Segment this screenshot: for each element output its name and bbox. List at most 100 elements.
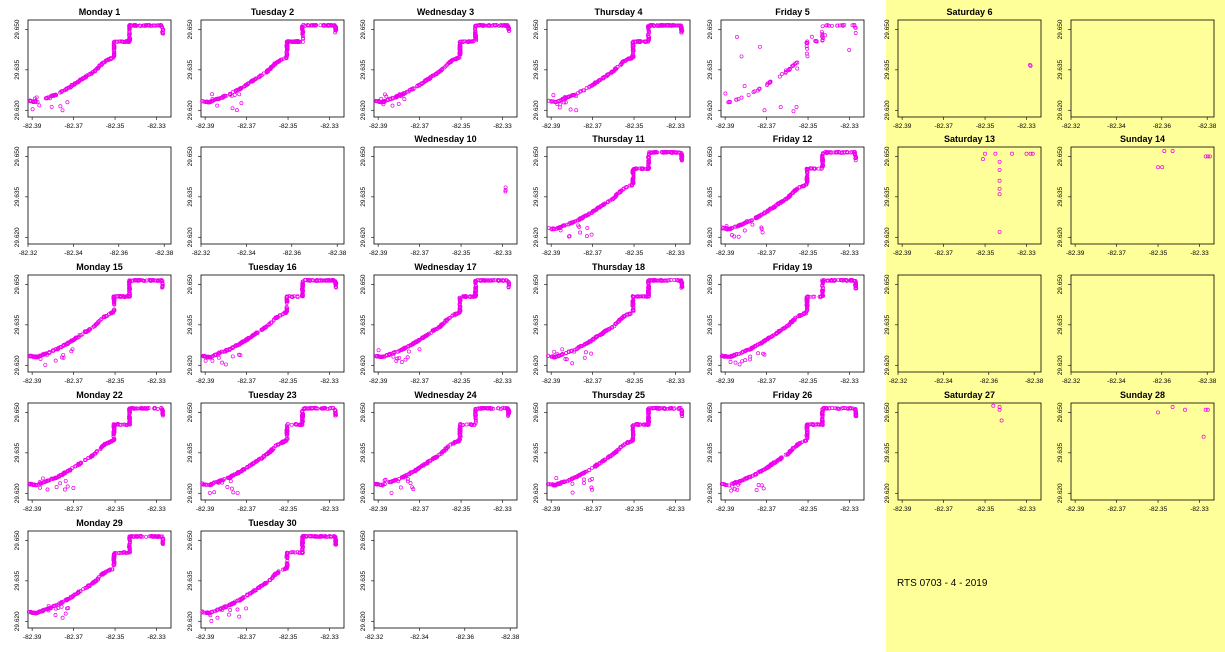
x-tick-label: -82.37 <box>410 378 429 385</box>
y-tick-label: 29.635 <box>14 571 21 591</box>
y-tick-label: 29.650 <box>707 274 714 294</box>
y-tick-label: 29.650 <box>707 146 714 166</box>
panel-title: Friday 26 <box>773 390 813 400</box>
data-point <box>592 208 597 213</box>
data-point <box>376 348 381 353</box>
data-point <box>765 83 769 87</box>
data-point <box>993 151 998 156</box>
data-point <box>306 23 311 28</box>
data-point <box>811 166 816 171</box>
x-tick-label: -82.35 <box>625 378 644 385</box>
x-tick-label: -82.39 <box>196 506 215 513</box>
x-tick-label: -82.37 <box>410 123 429 130</box>
data-point <box>760 230 765 235</box>
data-point <box>457 44 462 49</box>
x-tick-label: -82.39 <box>542 378 561 385</box>
x-tick-label: -82.36 <box>283 250 302 257</box>
data-point <box>606 72 611 77</box>
data-point <box>399 94 404 98</box>
data-point <box>627 183 632 188</box>
data-point <box>33 99 38 103</box>
data-point <box>583 350 588 355</box>
x-tick-label: -82.35 <box>799 123 818 130</box>
data-point <box>417 83 422 88</box>
data-point <box>112 53 117 57</box>
panel-title: Wednesday 24 <box>414 390 476 400</box>
data-point <box>427 77 432 82</box>
data-point <box>776 201 781 206</box>
data-point <box>285 53 290 58</box>
panel-title: Tuesday 16 <box>248 262 296 272</box>
y-tick-label: 29.620 <box>1057 227 1064 247</box>
x-tick-label: -82.35 <box>625 506 644 513</box>
data-point <box>589 232 594 237</box>
data-point <box>576 218 581 223</box>
data-point <box>791 63 796 68</box>
data-point <box>654 150 659 155</box>
y-tick-label: 29.635 <box>187 60 194 80</box>
data-point <box>584 234 589 239</box>
data-point <box>638 39 643 44</box>
x-tick-label: -82.39 <box>716 506 735 513</box>
data-point <box>679 157 684 162</box>
data-point <box>581 214 586 219</box>
data-point <box>983 151 987 156</box>
data-point <box>605 73 610 78</box>
y-tick-label: 29.650 <box>187 19 194 39</box>
data-point <box>791 109 796 114</box>
x-tick-label: -82.39 <box>542 123 561 130</box>
data-point <box>623 185 628 190</box>
data-point <box>289 422 294 427</box>
data-point <box>389 490 394 495</box>
data-point <box>783 70 788 74</box>
data-point <box>127 36 132 41</box>
data-point <box>804 40 809 45</box>
y-tick-label: 29.635 <box>707 315 714 335</box>
data-point <box>674 150 679 155</box>
data-point <box>609 70 614 75</box>
panel-title: Thursday 11 <box>592 134 645 144</box>
x-tick-label: -82.32 <box>1062 378 1081 385</box>
data-point <box>48 96 52 101</box>
data-point <box>134 23 139 28</box>
y-tick-label: 29.635 <box>14 443 21 463</box>
data-point <box>778 105 783 110</box>
data-point <box>228 479 233 484</box>
panel-frame <box>1070 402 1215 501</box>
y-tick-label: 29.635 <box>14 315 21 335</box>
data-point <box>471 39 476 44</box>
data-point <box>43 362 48 367</box>
data-point <box>787 67 792 72</box>
x-tick-label: -82.37 <box>583 378 602 385</box>
x-tick-label: -82.37 <box>934 506 953 513</box>
panel-title: Monday 1 <box>79 7 121 17</box>
y-tick-label: 29.635 <box>707 60 714 80</box>
y-tick-label: 29.620 <box>533 483 540 503</box>
panel-frame <box>200 146 345 245</box>
x-tick-label: -82.35 <box>799 506 818 513</box>
x-tick-label: -82.33 <box>1017 250 1036 257</box>
data-point <box>560 224 565 228</box>
x-tick-label: -82.39 <box>893 506 912 513</box>
y-tick-label: 29.650 <box>533 19 540 39</box>
data-point <box>997 167 1002 172</box>
y-tick-label: 29.620 <box>14 611 21 631</box>
data-point <box>805 46 810 51</box>
data-point <box>40 476 45 481</box>
panel-frame <box>373 19 518 118</box>
data-point <box>109 56 114 61</box>
data-point <box>297 39 302 44</box>
data-point <box>333 26 338 31</box>
panel-frame <box>897 402 1042 501</box>
panel-frame <box>27 402 172 501</box>
data-point <box>296 40 300 44</box>
data-point <box>762 211 767 216</box>
data-point <box>207 490 212 495</box>
data-point <box>1156 410 1160 415</box>
panel-frame <box>546 19 691 118</box>
y-tick-label: 29.620 <box>707 100 714 120</box>
data-point <box>210 358 215 363</box>
y-tick-label: 29.635 <box>187 443 194 463</box>
data-point <box>318 23 323 28</box>
